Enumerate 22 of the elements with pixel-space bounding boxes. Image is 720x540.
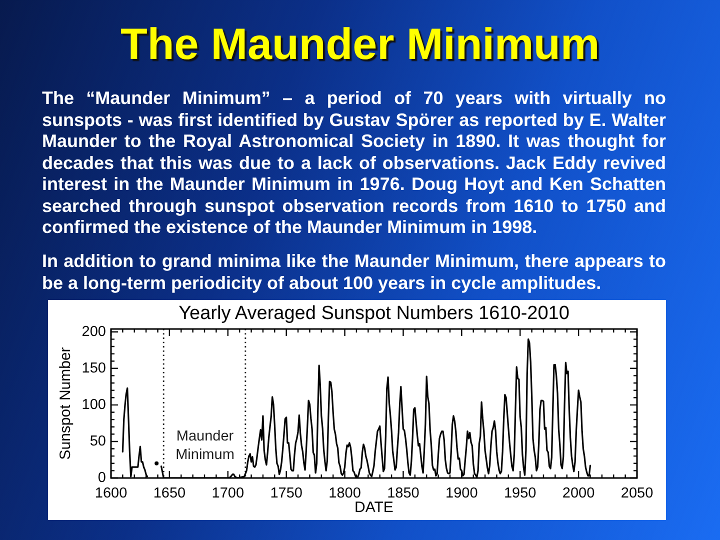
x-axis-title: DATE [354, 499, 394, 516]
x-tick-label: 1750 [270, 486, 302, 502]
ref-line-label: Maunder Minimum [176, 428, 234, 463]
y-tick-label: 150 [82, 360, 106, 376]
x-tick-label: 2000 [562, 486, 595, 502]
chart-title: The Maunder Minimum [119, 19, 601, 71]
text: The “Maunder Minimum” – a period of 70 years with virtually no sunspots - was first identified by Gustav Spörer as reported by E. Walter Maunder to the Royal Astronomical Society in 1890. It was thought for decades that this was due to a lack of observations. Jack Eddy revived interest in the Maunder Minimum in 1976. Doug Hoyt and Ken Schatten searched through sunspot observation records from 1610 to 1750 and confirmed the existence of the Maunder Minimum in 1998. [42, 88, 666, 238]
y-tick-label: 100 [82, 396, 106, 413]
x-tick-label: 1950 [504, 486, 536, 502]
y-tick-label: 50 [90, 433, 106, 450]
x-tick-label: 1800 [328, 486, 361, 502]
x-tick-label: 1900 [446, 486, 478, 502]
y-tick-label: 0 [98, 470, 106, 486]
x-tick-label: 2050 [620, 486, 654, 502]
x-tick-label: 1600 [94, 486, 128, 502]
y-axis-title: Sunspot Number [57, 347, 74, 460]
text: In addition to grand minima like the Maunder Minimum, there appears to be a long-term periodicity of about 100 years in cycle amplitudes. [42, 251, 666, 294]
chart-subtitle: Yearly Averaged Sunspot Numbers 1610-2010 [178, 303, 570, 324]
x-tick-label: 1650 [153, 486, 186, 502]
x-tick-label: 1700 [212, 486, 244, 502]
x-tick-label: 1850 [387, 486, 420, 502]
y-tick-label: 200 [82, 324, 106, 340]
